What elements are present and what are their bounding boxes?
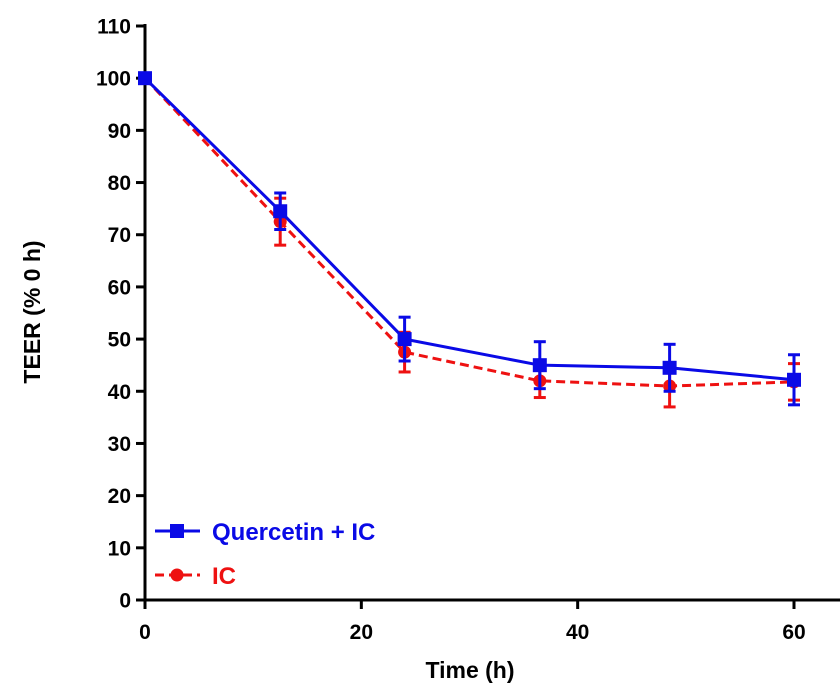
x-tick-label: 20 [350,621,373,644]
legend-item-quercetin-ic: Quercetin + IC [155,519,375,546]
y-tick-label: 30 [108,433,131,456]
series-quercetin-ic [138,71,801,407]
y-axis-title: TEER (% 0 h) [19,240,45,383]
data-point [397,332,412,347]
data-point [662,360,677,375]
y-tick-label: 100 [96,68,131,91]
y-tick-label: 80 [108,172,131,195]
legend: Quercetin + IC IC [155,519,375,590]
legend-label: Quercetin + IC [212,519,375,546]
data-point [532,358,547,373]
legend-label: IC [212,563,236,590]
y-tick-label: 40 [108,381,131,404]
y-tick-label: 60 [108,276,131,299]
x-tick-label: 60 [782,621,805,644]
y-tick-label: 90 [108,120,131,143]
legend-swatch-marker [170,568,184,582]
y-tick-label: 50 [108,329,131,352]
y-tick-label: 110 [97,16,131,39]
series-line [143,77,795,388]
series-ic [138,71,801,409]
x-tick-label: 40 [566,621,589,644]
axes: 0 10 20 30 40 50 60 70 80 90 100 110 0 20 40 60 [96,16,840,644]
x-tick-label: 0 [139,621,151,644]
legend-item-ic: IC [155,563,236,590]
y-tick-label: 10 [108,537,131,560]
y-tick-label: 70 [108,224,131,247]
series-layer [138,71,801,409]
y-tick-label: 20 [108,485,131,508]
data-point [138,71,152,86]
legend-swatch-marker [170,524,184,538]
x-axis-title: Time (h) [425,657,514,683]
y-tick-label: 0 [119,590,131,613]
series-line [143,77,795,382]
data-point [787,372,801,387]
data-point [273,204,288,219]
